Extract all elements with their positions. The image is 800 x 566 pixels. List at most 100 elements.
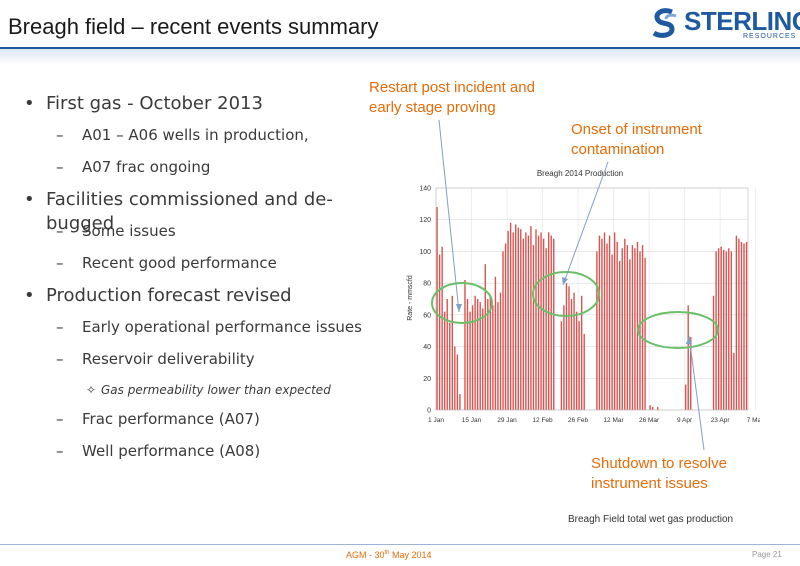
footer-event-tail: May 2014 [389, 550, 432, 560]
production-bar [596, 251, 598, 410]
x-tick-label: 23 Apr [711, 417, 731, 424]
production-bar [641, 245, 644, 410]
production-bar [446, 299, 448, 410]
production-bar [583, 333, 585, 410]
production-bar [568, 286, 570, 410]
production-bar [639, 251, 641, 410]
arrow-onset [562, 161, 609, 286]
production-bar [626, 245, 629, 410]
production-bar [621, 248, 623, 410]
bullet-text: Recent good performance [82, 254, 277, 272]
production-bar [522, 238, 525, 410]
sub-bullet-item: – Recent good performance [24, 252, 394, 284]
arrow-shutdown [688, 335, 705, 451]
bullet-text: Frac performance (A07) [82, 410, 260, 428]
production-bar [725, 251, 727, 410]
y-axis-label: Rate - mmscfd [407, 275, 414, 321]
sterling-logo: STERLING RESOURCES [648, 6, 800, 42]
production-bar [469, 311, 471, 410]
production-bar [438, 254, 441, 410]
header-rule [0, 47, 800, 49]
production-bar [631, 245, 634, 410]
production-bar [436, 207, 438, 410]
header-band [0, 49, 800, 65]
production-bar [454, 346, 456, 410]
chart-background [400, 160, 760, 430]
footer-event-text: AGM - 30 [346, 550, 385, 560]
production-bar [690, 337, 692, 410]
x-tick-label: 29 Jan [497, 417, 517, 424]
production-bar [509, 222, 512, 410]
production-bar [479, 302, 481, 410]
production-bar [451, 295, 453, 410]
production-bar [497, 302, 499, 410]
dash-icon: – [56, 410, 64, 428]
production-bar [578, 321, 580, 410]
footer-event: AGM - 30th May 2014 [346, 550, 432, 560]
production-bar [512, 232, 514, 410]
production-bar [476, 299, 479, 410]
arrow-shutdown-head-icon [686, 336, 692, 344]
production-bar [502, 251, 504, 410]
annotation-onset: Onset of instrument contamination [571, 120, 702, 160]
production-bar [728, 248, 730, 410]
annotation-line: Restart post incident and [369, 79, 535, 96]
production-chart-svg: Breagh 2014 Production Rate - mmscfd 0 20… [400, 160, 800, 430]
production-bar [494, 276, 497, 410]
production-bar [629, 259, 631, 410]
production-bar [720, 246, 722, 410]
y-tick-label: 80 [423, 281, 431, 288]
production-bar [492, 305, 494, 410]
x-tick-label: 15 Jan [462, 417, 482, 424]
bullet-text: Production forecast revised [46, 285, 292, 306]
production-bar [712, 295, 715, 410]
production-bar [651, 406, 654, 410]
sub-bullet-item: – Some issues [24, 220, 394, 252]
production-bar [575, 311, 578, 410]
production-bar [684, 384, 687, 410]
annotation-line: early stage proving [369, 99, 496, 116]
dash-icon: – [56, 318, 64, 336]
y-tick-label: 20 [423, 376, 431, 383]
production-bar [507, 230, 509, 410]
bullet-text: Some issues [82, 222, 176, 240]
production-bar [471, 305, 474, 410]
production-bar [735, 235, 738, 410]
production-bar [560, 321, 563, 410]
ellipse-onset [532, 271, 600, 317]
y-tick-label: 140 [419, 186, 431, 193]
production-bar [474, 295, 476, 410]
bullet-icon: • [24, 189, 35, 210]
x-tick-label: 12 Mar [603, 417, 624, 424]
production-bar [603, 232, 606, 410]
production-bar [687, 305, 689, 410]
production-bar [504, 243, 507, 410]
bullet-text: Gas permeability lower than expected [101, 383, 331, 397]
production-bar [624, 238, 626, 410]
production-bar [550, 235, 552, 410]
sub-bullet-item: – Frac performance (A07) [24, 408, 394, 440]
plot-frame [435, 187, 749, 411]
production-bar [540, 232, 542, 410]
bullet-item: • First gas - October 2013 [24, 92, 394, 124]
production-bar [723, 249, 725, 410]
production-chart: Breagh 2014 Production Rate - mmscfd 0 20… [400, 160, 800, 430]
production-bar [487, 299, 489, 410]
production-bar [563, 305, 565, 410]
production-bar [745, 241, 748, 410]
bullet-item: • Production forecast revised [24, 284, 394, 316]
footer-page-number: Page 21 [752, 550, 782, 559]
production-bar [644, 257, 646, 410]
x-tick-label: 1 Jan [428, 417, 444, 424]
y-tick-label: 40 [423, 344, 431, 351]
annotation-line: contamination [571, 141, 665, 158]
chart-caption: Breagh Field total wet gas production [568, 514, 734, 525]
chart-title: Breagh 2014 Production [537, 169, 623, 178]
production-bar [619, 260, 621, 410]
production-bar [743, 243, 745, 410]
slide-title: Breagh field – recent events summary [8, 14, 379, 39]
chart-bars [436, 207, 748, 410]
annotation-shutdown: Shutdown to resolve instrument issues [591, 454, 727, 494]
x-tick-label: 26 Feb [568, 417, 589, 424]
